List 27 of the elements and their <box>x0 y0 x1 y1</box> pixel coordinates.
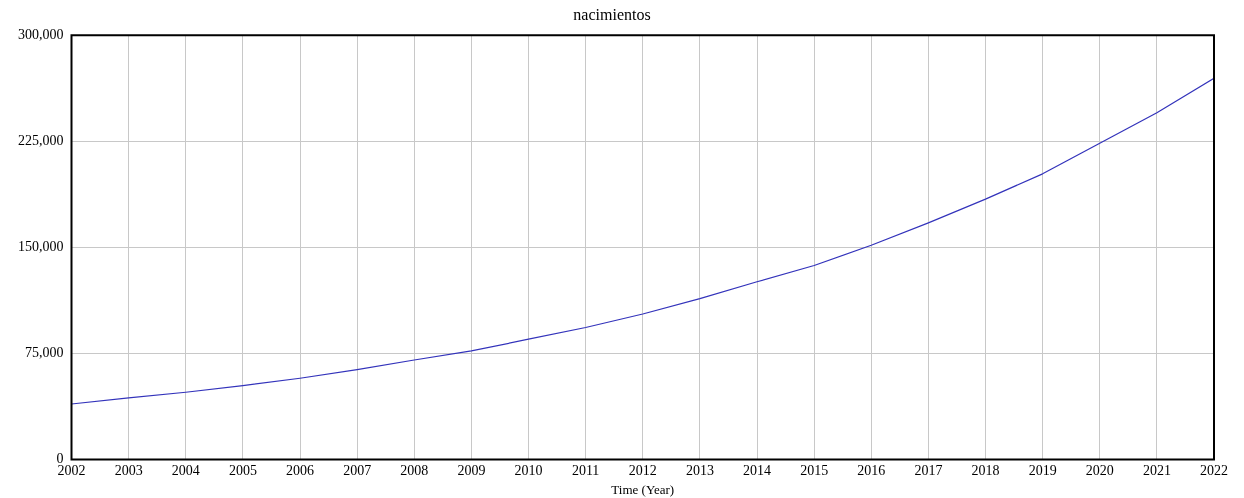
y-tick-label: 300,000 <box>18 26 64 42</box>
x-tick-label: 2016 <box>857 462 886 478</box>
x-tick-label: 2008 <box>400 462 429 478</box>
chart-title: nacimientos <box>573 5 651 23</box>
x-axis-title: Time (Year) <box>611 481 675 497</box>
y-tick-label: 150,000 <box>18 239 64 255</box>
x-tick-label: 2011 <box>571 462 600 478</box>
x-tick-label: 2005 <box>228 462 257 478</box>
x-tick-label: 2018 <box>971 462 1000 478</box>
x-tick-label: 2006 <box>286 462 314 478</box>
x-tick-label: 2002 <box>57 462 86 478</box>
x-tick-label: 2009 <box>457 462 486 478</box>
x-tick-label: 2003 <box>114 462 143 478</box>
x-tick-label: 2017 <box>914 462 943 478</box>
y-tick-label: 225,000 <box>18 132 64 148</box>
x-tick-label: 2019 <box>1028 462 1057 478</box>
x-tick-label: 2004 <box>171 462 200 478</box>
x-tick-label: 2012 <box>628 462 657 478</box>
x-tick-label: 2007 <box>343 462 372 478</box>
x-tick-label: 2020 <box>1085 462 1114 478</box>
x-tick-label: 2014 <box>743 462 771 478</box>
y-tick-label: 75,000 <box>25 345 64 361</box>
x-tick-label: 2021 <box>1142 462 1171 478</box>
x-tick-label: 2022 <box>1200 462 1228 478</box>
x-tick-label: 2013 <box>685 462 714 478</box>
x-tick-label: 2010 <box>514 462 543 478</box>
x-tick-label: 2015 <box>800 462 829 478</box>
